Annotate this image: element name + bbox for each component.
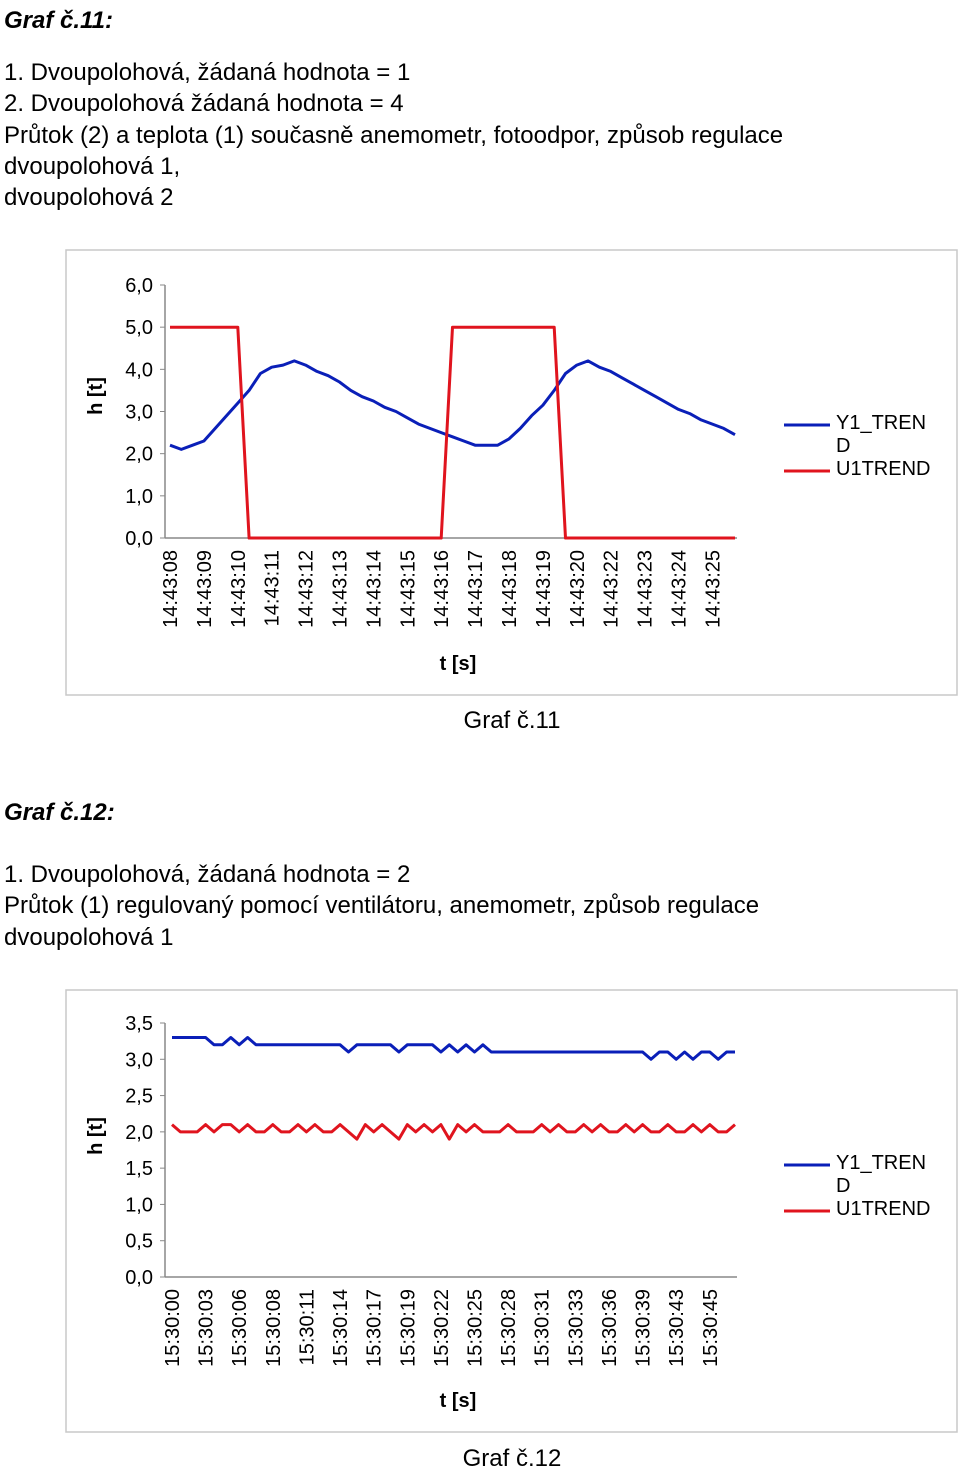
series-line <box>169 359 736 451</box>
x-tick-label: 14:43:17 <box>465 550 487 628</box>
section-heading: Graf č.12: <box>4 799 115 826</box>
x-tick-label: 14:43:22 <box>601 550 623 628</box>
x-tick-label: 15:30:19 <box>397 1289 419 1367</box>
y-tick-label: 1,5 <box>125 1158 153 1180</box>
y-tick-label: 0,5 <box>125 1231 153 1253</box>
legend-entry: Y1_TREND <box>836 1152 927 1197</box>
x-tick-label: 15:30:28 <box>498 1289 520 1367</box>
legend-label: Y1_TREND <box>836 1152 927 1197</box>
series-line <box>170 325 735 540</box>
x-tick-label: 15:30:08 <box>263 1289 285 1367</box>
y-tick-label: 2,0 <box>125 1122 153 1144</box>
section-heading: Graf č.11: <box>4 7 113 34</box>
legend-entry: U1TREND <box>836 458 931 480</box>
y-tick-label: 1,0 <box>125 1194 153 1216</box>
x-tick-label: 14:43:12 <box>296 550 318 628</box>
x-axis-label: t [s] <box>440 1390 477 1412</box>
y-tick-label: 2,5 <box>125 1086 153 1108</box>
y-tick-label: 1,0 <box>125 486 153 508</box>
x-tick-label: 15:30:31 <box>532 1289 554 1367</box>
x-tick-label: 14:43:14 <box>363 550 385 628</box>
x-tick-label: 15:30:39 <box>633 1289 655 1367</box>
y-tick-label: 2,0 <box>125 444 153 466</box>
x-tick-label: 15:30:00 <box>162 1289 184 1367</box>
y-axis-label: h [t] <box>85 377 107 415</box>
x-tick-label: 14:43:23 <box>635 550 657 628</box>
paragraph-line: 1. Dvoupolohová, žádaná hodnota = 1 <box>4 59 410 86</box>
x-tick-label: 14:43:19 <box>533 550 555 628</box>
x-tick-label: 15:30:11 <box>296 1289 318 1365</box>
x-tick-label: 14:43:20 <box>567 550 589 628</box>
series-line <box>171 1123 736 1141</box>
chart-frame <box>65 989 958 1433</box>
x-axis-label: t [s] <box>440 653 477 675</box>
legend-label: U1TREND <box>836 1198 931 1220</box>
paragraph-line: Průtok (2) a teplota (1) současně anemom… <box>4 122 783 149</box>
x-tick-label: 15:30:17 <box>364 1289 386 1367</box>
y-tick-label: 6,0 <box>125 275 153 297</box>
x-tick-label: 14:43:13 <box>330 550 352 628</box>
x-tick-label: 14:43:09 <box>194 550 216 628</box>
y-tick-label: 0,0 <box>125 528 153 550</box>
x-tick-label: 15:30:33 <box>565 1289 587 1367</box>
x-tick-label: 15:30:22 <box>431 1289 453 1367</box>
y-tick-label: 3,5 <box>125 1013 153 1035</box>
y-tick-label: 3,0 <box>125 1049 153 1071</box>
x-tick-label: 14:43:15 <box>397 550 419 628</box>
x-tick-label: 14:43:24 <box>669 550 691 628</box>
chart-frame <box>65 249 958 696</box>
legend-entry: U1TREND <box>836 1198 931 1220</box>
x-tick-label: 15:30:45 <box>700 1289 722 1367</box>
paragraph-line: dvoupolohová 1 <box>4 924 173 951</box>
paragraph-line: Průtok (1) regulovaný pomocí ventilátoru… <box>4 892 759 919</box>
x-tick-label: 15:30:25 <box>465 1289 487 1367</box>
series-line <box>172 1036 735 1061</box>
x-tick-label: 15:30:14 <box>330 1289 352 1367</box>
x-tick-label: 14:43:10 <box>228 550 250 628</box>
y-tick-label: 0,0 <box>125 1267 153 1289</box>
paragraph-line: dvoupolohová 2 <box>4 184 173 211</box>
paragraph-line: 2. Dvoupolohová žádaná hodnota = 4 <box>4 90 404 117</box>
x-tick-label: 15:30:43 <box>666 1289 688 1367</box>
y-axis-label: h [t] <box>85 1117 107 1155</box>
x-tick-label: 14:43:16 <box>431 550 453 628</box>
chart-caption: Graf č.12 <box>463 1445 562 1468</box>
y-tick-label: 4,0 <box>125 359 153 381</box>
x-tick-label: 14:43:18 <box>499 550 521 628</box>
x-tick-label: 14:43:11 <box>262 550 284 626</box>
legend-label: Y1_TREND <box>836 412 927 457</box>
y-tick-label: 5,0 <box>125 317 153 339</box>
x-tick-label: 15:30:06 <box>229 1289 251 1367</box>
x-tick-label: 15:30:03 <box>196 1289 218 1367</box>
chart-caption: Graf č.11 <box>464 707 561 734</box>
y-tick-label: 3,0 <box>125 402 153 424</box>
legend-label: U1TREND <box>836 458 931 480</box>
paragraph-line: dvoupolohová 1, <box>4 153 180 180</box>
x-tick-label: 14:43:08 <box>160 550 182 628</box>
x-tick-label: 14:43:25 <box>702 550 724 628</box>
legend-entry: Y1_TREND <box>836 412 927 457</box>
x-tick-label: 15:30:36 <box>599 1289 621 1367</box>
paragraph-line: 1. Dvoupolohová, žádaná hodnota = 2 <box>4 861 410 888</box>
